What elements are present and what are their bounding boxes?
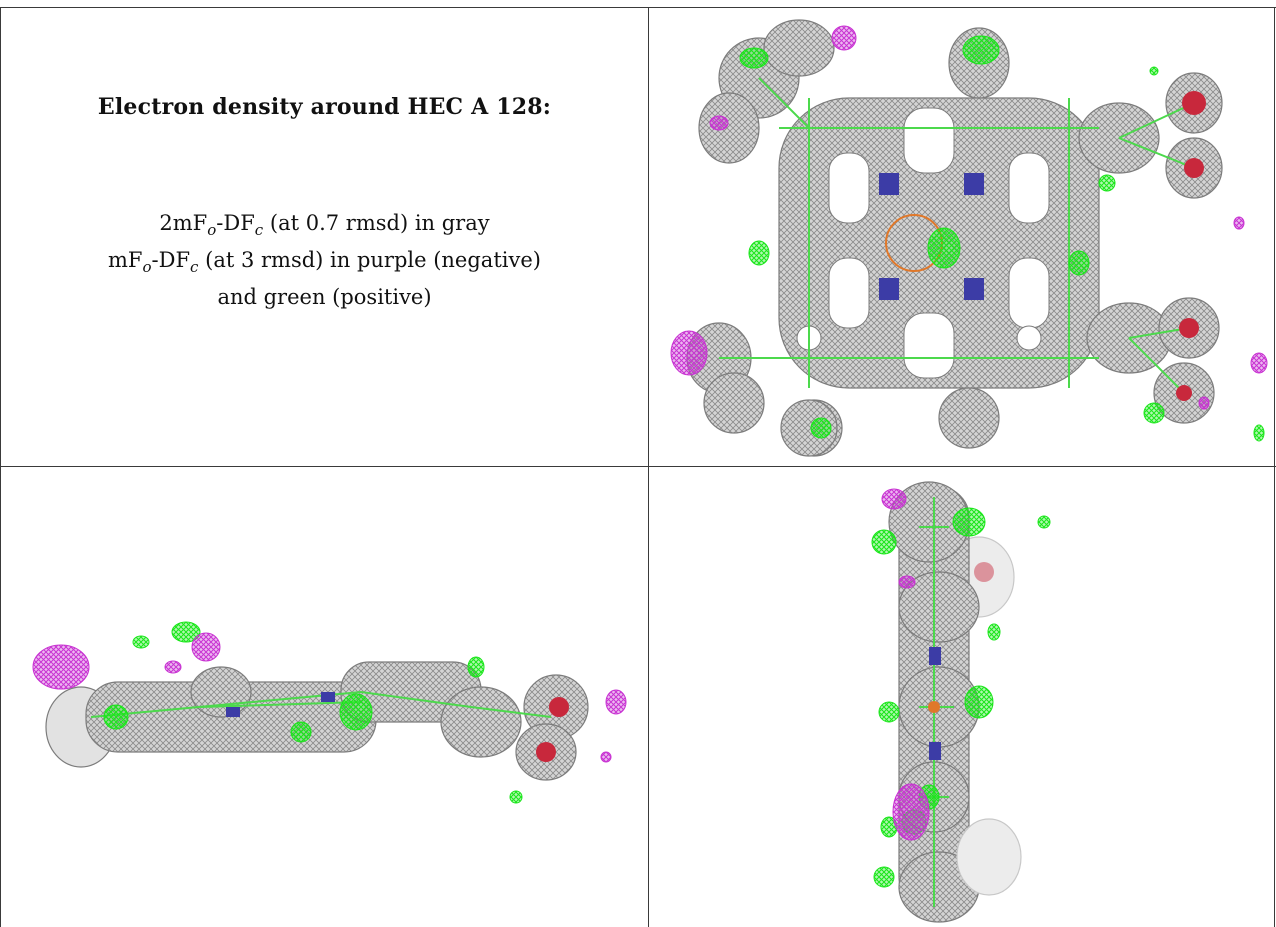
- figure-title: Electron density around HEC A 128:: [97, 94, 552, 120]
- legend-line-2fo-fc: 2mFo-DFc (at 0.7 rmsd) in gray: [159, 211, 490, 240]
- bond-sticks: [90, 690, 552, 718]
- grid-border-top: [0, 7, 1276, 8]
- iron-atom: [928, 701, 940, 713]
- density-legend: 2mFo-DFc (at 0.7 rmsd) in gray mFo-DFc (…: [1, 208, 648, 312]
- oxygen-atoms: [1176, 91, 1206, 401]
- nitrogen-atoms: [879, 173, 984, 300]
- grid-divider-horizontal: [0, 466, 1276, 467]
- ring-holes: [796, 107, 1050, 379]
- purple-negative-density: [670, 25, 1268, 410]
- green-positive-density: [739, 35, 1265, 442]
- purple-negative-density: [881, 488, 930, 841]
- grid-border-left: [0, 7, 1, 927]
- legend-line-positive: and green (positive): [217, 285, 432, 310]
- heme-edge-view: [649, 467, 1274, 927]
- caption-cell: Electron density around HEC A 128: 2mFo-…: [1, 8, 648, 466]
- grid-border-right: [1274, 7, 1275, 927]
- heme-side-view: [1, 467, 648, 927]
- nitrogen-atoms: [929, 647, 941, 760]
- purple-negative-density: [32, 632, 627, 763]
- nitrogen-atoms: [226, 692, 335, 717]
- gray-density-mesh: [888, 481, 1022, 923]
- oxygen-atoms: [974, 562, 994, 582]
- heme-top-view: [649, 8, 1274, 466]
- green-positive-density: [103, 621, 523, 804]
- bond-sticks: [719, 77, 1195, 394]
- oxygen-atoms: [536, 697, 569, 762]
- grid-divider-vertical: [648, 7, 649, 927]
- legend-line-fo-fc: mFo-DFc (at 3 rmsd) in purple (negative): [108, 248, 541, 277]
- gray-density-mesh: [45, 661, 589, 781]
